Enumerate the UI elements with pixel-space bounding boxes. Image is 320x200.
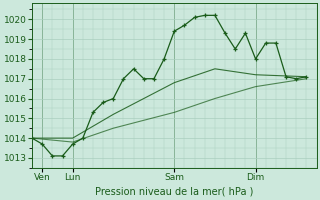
X-axis label: Pression niveau de la mer( hPa ): Pression niveau de la mer( hPa ) xyxy=(95,187,253,197)
